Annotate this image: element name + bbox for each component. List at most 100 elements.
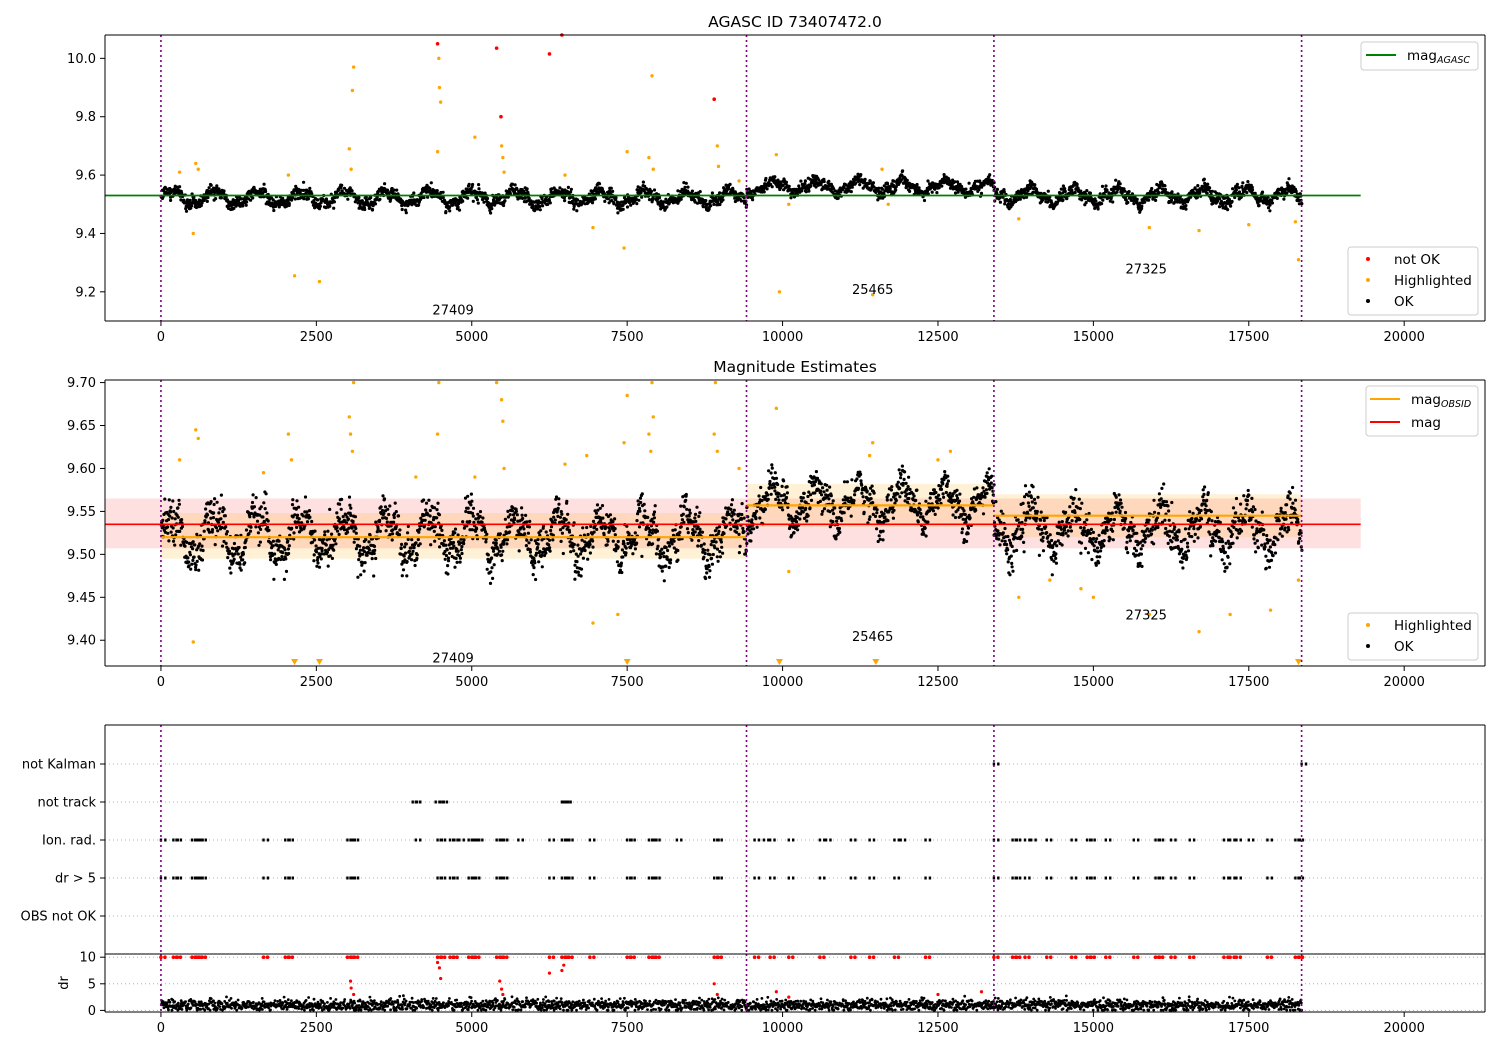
ok-point [310, 192, 314, 196]
ok-point [395, 188, 399, 192]
ok-point [808, 493, 813, 497]
ok-point [382, 497, 387, 501]
ok-point [166, 525, 170, 529]
ok-point [534, 551, 539, 555]
ok-point [391, 528, 395, 532]
ok-point [1184, 207, 1188, 211]
ok-point [1100, 202, 1104, 206]
ok-point [703, 551, 707, 556]
ok-point [679, 504, 683, 508]
ok-point [324, 543, 328, 547]
ok-point [484, 540, 488, 544]
ok-point [575, 209, 579, 213]
ok-point [979, 191, 984, 195]
ok-point [515, 513, 519, 517]
ok-point [392, 520, 396, 524]
ok-point [347, 495, 352, 499]
ok-point [624, 546, 628, 550]
ok-point [560, 512, 564, 516]
ok-point [496, 552, 500, 556]
ok-point [995, 187, 1000, 191]
ok-point [716, 559, 720, 563]
ok-point [799, 179, 803, 183]
ok-point [179, 543, 183, 547]
ok-point [201, 548, 205, 553]
ok-point [595, 503, 600, 507]
ok-point [378, 518, 382, 523]
ok-point [435, 516, 439, 520]
ok-point [1268, 203, 1272, 207]
ok-point [316, 198, 320, 202]
ok-point [1008, 197, 1013, 202]
ok-point [466, 494, 470, 498]
ok-point [840, 519, 844, 523]
ok-point [180, 518, 184, 522]
ok-point [707, 575, 712, 579]
ok-point [506, 538, 510, 542]
ok-point [404, 208, 408, 212]
ok-point [1294, 189, 1298, 193]
ok-point [735, 526, 739, 530]
ok-point [738, 544, 742, 548]
ok-point [1235, 182, 1239, 186]
ok-point [656, 544, 660, 548]
ok-point [453, 527, 458, 531]
ok-point [680, 518, 685, 522]
ok-point [346, 517, 350, 521]
ok-point [809, 184, 813, 188]
ok-point [466, 196, 470, 200]
ok-point [423, 518, 427, 522]
ok-point [690, 189, 695, 193]
ok-point [626, 541, 630, 546]
ok-point [821, 509, 825, 513]
ok-point [497, 549, 502, 553]
ok-point [627, 532, 631, 536]
ok-point [715, 555, 719, 559]
ok-point [458, 556, 462, 560]
ok-point [386, 507, 390, 511]
ok-point [1084, 201, 1088, 205]
ok-point [205, 513, 210, 517]
ok-point [683, 185, 687, 189]
ok-point [328, 554, 332, 558]
ok-point [475, 198, 479, 202]
ok-point [219, 517, 223, 521]
ok-point [284, 557, 288, 561]
ok-point [259, 505, 263, 509]
ok-point [1282, 197, 1286, 201]
ok-point [613, 517, 617, 521]
ok-point [258, 540, 262, 544]
ok-point [588, 551, 593, 555]
ok-point [728, 182, 732, 186]
ok-point [248, 515, 252, 519]
ok-point [442, 539, 446, 543]
ok-point [607, 526, 611, 530]
ok-point [575, 560, 579, 564]
ok-point [326, 564, 330, 568]
ok-point [380, 508, 385, 513]
ok-point [358, 544, 362, 548]
ok-point [588, 542, 592, 547]
ok-point [633, 547, 638, 551]
ok-point [194, 563, 198, 567]
ok-point [212, 511, 216, 515]
ok-point [548, 546, 552, 550]
ok-point [1163, 187, 1167, 192]
ok-point [935, 191, 939, 195]
ok-point [650, 531, 655, 535]
ok-point [404, 551, 408, 555]
ok-point [243, 561, 247, 565]
ok-point [532, 566, 536, 570]
ok-point [459, 548, 463, 552]
ok-point [825, 483, 829, 487]
ok-point [803, 181, 807, 186]
ok-point [540, 553, 544, 557]
ok-point [460, 545, 464, 549]
highlighted-point [194, 161, 198, 166]
ok-point [678, 530, 682, 535]
ok-point [1275, 196, 1279, 200]
highlighted-point [191, 231, 195, 236]
ok-point [569, 190, 573, 194]
ok-point [293, 513, 297, 517]
ok-point [828, 485, 832, 489]
